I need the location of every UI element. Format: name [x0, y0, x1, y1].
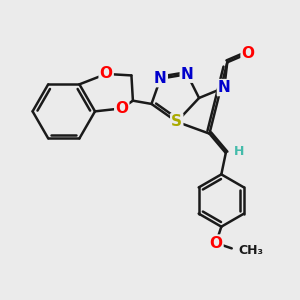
Text: O: O: [115, 101, 128, 116]
Text: N: N: [218, 80, 231, 95]
Text: O: O: [100, 66, 113, 81]
Text: H: H: [234, 145, 244, 158]
Text: O: O: [242, 46, 255, 61]
Text: CH₃: CH₃: [238, 244, 263, 257]
Text: N: N: [181, 67, 194, 82]
Text: S: S: [171, 114, 182, 129]
Text: N: N: [154, 71, 167, 86]
Text: O: O: [209, 236, 223, 250]
